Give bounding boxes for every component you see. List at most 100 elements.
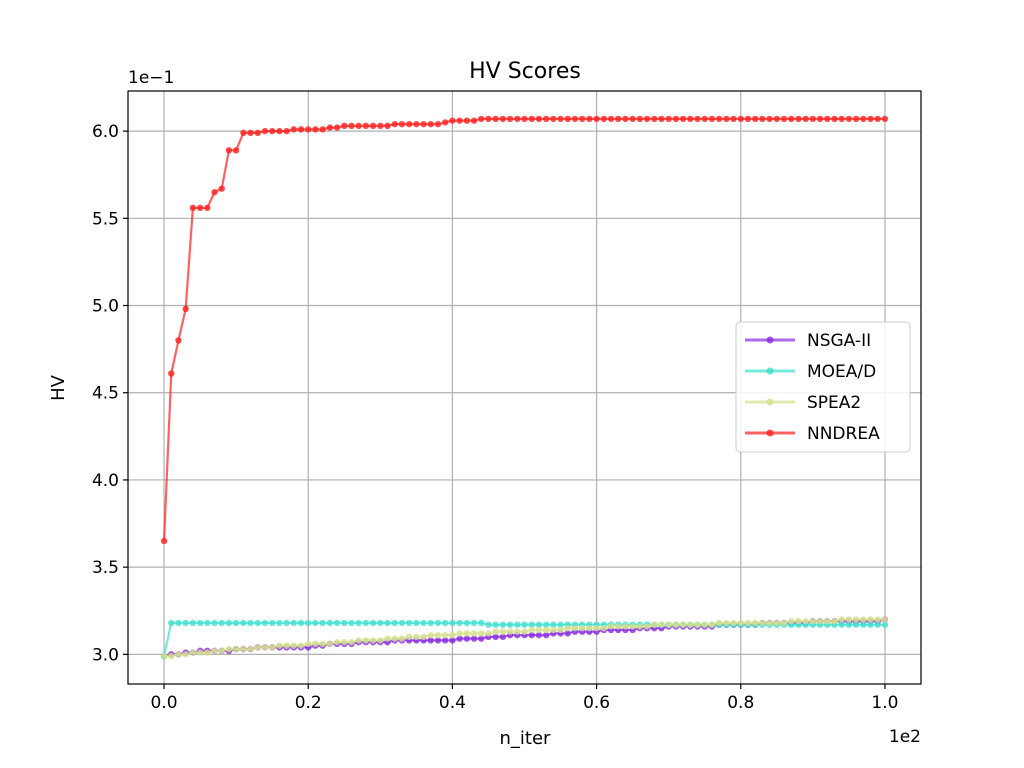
- data-point-nndrea: [355, 122, 362, 130]
- data-point-moea-d: [881, 621, 889, 628]
- data-point-moea-d: [312, 619, 319, 627]
- data-point-spea2: [860, 616, 867, 623]
- data-point-moea-d: [442, 619, 449, 627]
- data-point-spea2: [723, 619, 730, 627]
- data-point-spea2: [168, 652, 175, 660]
- data-point-nndrea: [276, 127, 283, 135]
- data-point-nndrea: [881, 115, 889, 123]
- data-point-nndrea: [636, 115, 644, 123]
- data-point-spea2: [232, 645, 240, 653]
- data-point-nsga-ii: [463, 635, 471, 642]
- data-point-moea-d: [434, 619, 442, 627]
- data-point-moea-d: [240, 619, 247, 627]
- data-point-moea-d: [492, 621, 499, 628]
- data-point-nndrea: [514, 115, 521, 123]
- data-point-moea-d: [204, 619, 211, 627]
- data-point-spea2: [593, 624, 600, 632]
- data-point-moea-d: [535, 621, 543, 628]
- y-tick-label: 5.0: [92, 297, 119, 317]
- data-point-moea-d: [456, 619, 463, 627]
- data-point-nndrea: [672, 115, 680, 123]
- data-point-moea-d: [506, 621, 514, 628]
- data-point-nndrea: [528, 115, 535, 123]
- data-point-nndrea: [665, 115, 672, 123]
- data-point-moea-d: [189, 619, 197, 627]
- data-point-spea2: [384, 635, 391, 642]
- data-point-moea-d: [413, 619, 420, 627]
- data-point-spea2: [247, 645, 254, 653]
- data-point-nndrea: [427, 120, 434, 128]
- data-point-spea2: [831, 618, 838, 625]
- data-point-nsga-ii: [499, 633, 507, 641]
- x-tick-label: 0.8: [727, 693, 754, 713]
- data-point-nndrea: [773, 115, 781, 123]
- legend-entry-nndrea: NNDREA: [745, 424, 880, 444]
- data-point-spea2: [377, 637, 384, 644]
- data-point-spea2: [283, 642, 290, 649]
- ticks: 0.0 0.2 0.4 0.6 0.8 1.0 3.0 3.5 4.0 4.5 5.0 5.5 6.0: [92, 122, 899, 713]
- data-point-nndrea: [499, 115, 507, 123]
- data-point-spea2: [715, 619, 723, 627]
- data-point-spea2: [795, 618, 802, 625]
- data-point-nndrea: [211, 188, 218, 196]
- data-point-spea2: [557, 626, 564, 634]
- data-point-nndrea: [564, 115, 571, 123]
- legend-label-nndrea: NNDREA: [807, 424, 880, 444]
- data-point-spea2: [744, 619, 752, 627]
- data-point-moea-d: [348, 619, 355, 627]
- data-point-nndrea: [405, 120, 413, 128]
- y-offset-label: 1e−1: [128, 68, 174, 88]
- data-point-spea2: [319, 640, 326, 648]
- data-point-moea-d: [333, 619, 341, 627]
- data-point-spea2: [240, 645, 247, 653]
- data-point-nndrea: [470, 117, 478, 124]
- data-point-moea-d: [521, 621, 528, 628]
- data-point-nndrea: [312, 126, 319, 133]
- data-point-nndrea: [571, 115, 579, 123]
- data-point-nndrea: [413, 120, 420, 128]
- data-point-nndrea: [607, 115, 615, 123]
- data-point-nndrea: [622, 115, 629, 123]
- data-point-nndrea: [766, 115, 773, 123]
- data-point-moea-d: [852, 621, 860, 628]
- data-point-nndrea: [687, 115, 694, 123]
- data-point-spea2: [420, 633, 427, 641]
- data-point-nndrea: [723, 115, 730, 123]
- data-point-nsga-ii: [427, 637, 434, 644]
- x-tick-label: 0.4: [439, 693, 466, 713]
- data-point-moea-d: [305, 619, 312, 627]
- data-point-nsga-ii: [492, 633, 499, 641]
- data-point-nndrea: [297, 126, 305, 133]
- data-point-nndrea: [629, 115, 636, 123]
- data-point-nndrea: [196, 204, 204, 212]
- data-point-nndrea: [874, 115, 881, 123]
- data-point-nndrea: [341, 122, 348, 130]
- y-axis-label: HV: [48, 374, 69, 401]
- y-tick-label: 5.5: [92, 209, 119, 229]
- data-point-spea2: [312, 640, 319, 648]
- legend-marker-nsga-ii: [766, 336, 774, 344]
- data-point-spea2: [672, 621, 680, 628]
- data-point-spea2: [665, 621, 672, 628]
- data-point-spea2: [369, 637, 377, 644]
- data-point-spea2: [730, 619, 737, 627]
- data-point-nndrea: [333, 124, 341, 131]
- data-point-moea-d: [276, 619, 283, 627]
- data-point-moea-d: [427, 619, 434, 627]
- data-point-spea2: [550, 626, 557, 634]
- data-point-moea-d: [168, 619, 175, 627]
- data-point-spea2: [204, 649, 211, 656]
- data-point-moea-d: [860, 621, 867, 628]
- data-point-nndrea: [679, 115, 687, 123]
- data-point-spea2: [305, 640, 312, 648]
- data-point-nndrea: [254, 129, 261, 137]
- data-point-spea2: [838, 616, 845, 623]
- data-point-spea2: [427, 631, 434, 639]
- data-point-spea2: [824, 618, 831, 625]
- data-point-moea-d: [528, 621, 535, 628]
- data-point-spea2: [651, 621, 658, 628]
- data-point-nndrea: [189, 204, 197, 212]
- x-tick-label: 0.6: [583, 693, 610, 713]
- data-point-spea2: [564, 624, 571, 632]
- data-point-moea-d: [514, 621, 521, 628]
